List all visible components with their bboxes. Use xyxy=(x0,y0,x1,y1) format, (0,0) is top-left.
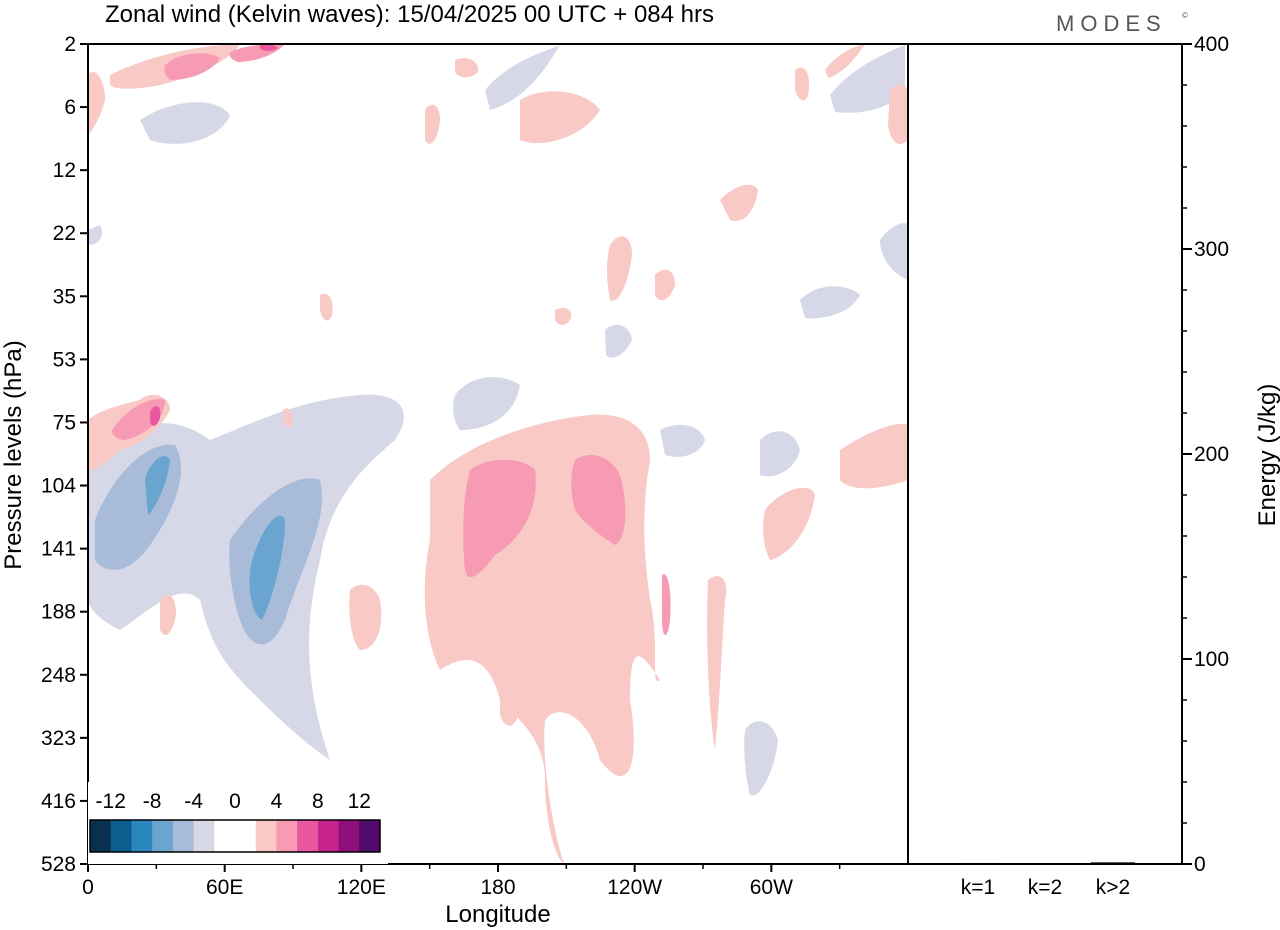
colorbar-swatch xyxy=(255,820,277,852)
energy-tick-label: 100 xyxy=(1194,648,1229,671)
colorbar-label: -4 xyxy=(184,790,203,813)
pressure-tick-label: 12 xyxy=(53,159,76,182)
colorbar-swatch xyxy=(297,820,319,852)
colorbar-label: 8 xyxy=(312,790,324,813)
pressure-tick-label: 22 xyxy=(53,222,76,245)
energy-category-label: k=1 xyxy=(961,876,995,899)
colorbar-label: 4 xyxy=(271,790,283,813)
pressure-tick-label: 53 xyxy=(53,348,76,371)
colorbar-swatch xyxy=(317,820,340,852)
longitude-tick-label: 60W xyxy=(750,876,793,899)
colorbar-label: 12 xyxy=(348,790,371,813)
pressure-tick-label: 416 xyxy=(41,790,76,813)
chart-title: Zonal wind (Kelvin waves): 15/04/2025 00… xyxy=(105,1,714,28)
energy-bar xyxy=(1023,863,1067,865)
colorbar-swatch xyxy=(152,820,174,852)
pressure-tick-label: 2 xyxy=(64,33,76,56)
energy-tick-label: 300 xyxy=(1194,238,1229,261)
longitude-x-ticks: 0 60E 120E 180 120W 60W xyxy=(82,864,841,899)
colorbar-swatch xyxy=(235,820,257,852)
colorbar-swatch xyxy=(359,820,381,852)
colorbar-label: -8 xyxy=(143,790,162,813)
zonal-wind-heatmap xyxy=(88,44,908,864)
energy-tick-label: 400 xyxy=(1194,33,1229,56)
pressure-tick-label: 141 xyxy=(41,538,76,561)
energy-category-label: k>2 xyxy=(1096,876,1130,899)
colorbar-swatch xyxy=(90,820,112,852)
longitude-tick-label: 60E xyxy=(206,876,243,899)
energy-category-label: k=2 xyxy=(1028,876,1062,899)
colorbar-label: -12 xyxy=(96,790,126,813)
pressure-tick-label: 75 xyxy=(53,411,76,434)
longitude-tick-label: 180 xyxy=(480,876,515,899)
longitude-tick-label: 0 xyxy=(82,876,94,899)
colorbar-swatch xyxy=(338,820,360,852)
energy-frame xyxy=(907,43,1183,865)
contour-pos-6 xyxy=(150,44,278,426)
energy-x-labels: k=1 k=2 k>2 xyxy=(961,876,1130,899)
longitude-tick-label: 120E xyxy=(337,876,386,899)
pressure-axis-label: Pressure levels (hPa) xyxy=(0,340,27,569)
energy-bars xyxy=(956,862,1135,865)
longitude-axis-label: Longitude xyxy=(445,901,550,928)
pressure-y-ticks: 2 6 12 22 35 53 75 104 141 188 248 323 416 528 xyxy=(41,33,88,876)
energy-y-ticks: 0 100 200 300 400 xyxy=(1182,33,1229,876)
pressure-tick-label: 323 xyxy=(41,727,76,750)
colorbar-swatch xyxy=(172,820,195,852)
pressure-tick-label: 6 xyxy=(64,96,76,119)
colorbar-swatch xyxy=(193,820,215,852)
colorbar-swatch xyxy=(276,820,298,852)
copyright-mark: © xyxy=(1182,11,1188,20)
colorbar-swatch xyxy=(110,820,132,852)
energy-bar xyxy=(956,862,1000,864)
energy-panel: 0 100 200 300 400 k=1 k=2 k>2 Energy (J/kg) xyxy=(907,33,1280,899)
modes-logo: MODES xyxy=(1056,11,1167,36)
pressure-tick-label: 35 xyxy=(53,285,76,308)
energy-axis-label: Energy (J/kg) xyxy=(1254,384,1280,527)
colorbar-swatches xyxy=(89,819,381,853)
energy-tick-label: 200 xyxy=(1194,443,1229,466)
colorbar-label: 0 xyxy=(229,790,241,813)
longitude-tick-label: 120W xyxy=(607,876,662,899)
pressure-tick-label: 528 xyxy=(41,853,76,876)
pressure-tick-label: 248 xyxy=(41,664,76,687)
colorbar-labels: -12 -8 -4 0 4 8 12 xyxy=(96,790,371,813)
energy-bar xyxy=(1091,862,1135,864)
colorbar: -12 -8 -4 0 4 8 12 xyxy=(88,782,388,864)
colorbar-swatch xyxy=(214,820,236,852)
energy-tick-label: 0 xyxy=(1194,853,1206,876)
pressure-tick-label: 188 xyxy=(41,601,76,624)
pressure-tick-label: 104 xyxy=(41,475,76,498)
colorbar-swatch xyxy=(131,820,153,852)
colorbar-frame xyxy=(89,819,381,853)
